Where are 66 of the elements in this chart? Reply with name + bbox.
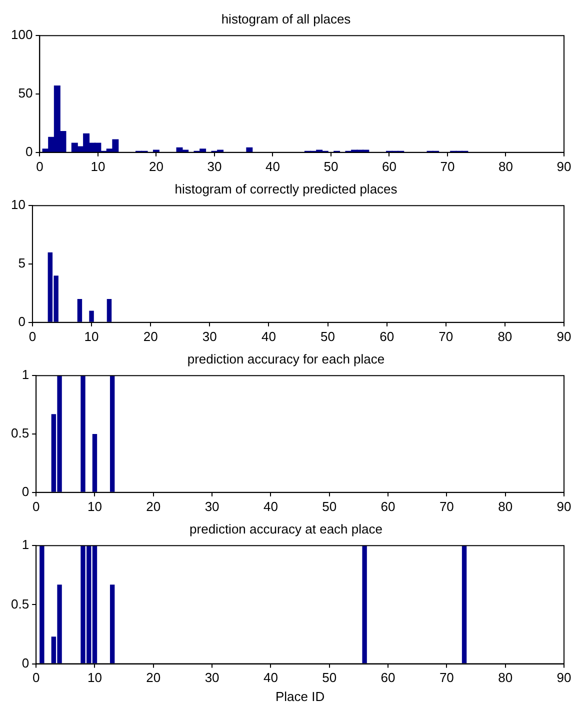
x-tick-label: 50 [320, 328, 335, 344]
x-tick-label: 10 [84, 328, 99, 344]
y-tick-label: 10 [10, 197, 26, 212]
x-tick-label: 30 [204, 498, 220, 514]
x-tick-label: 80 [498, 670, 513, 686]
y-tick-label: 0 [18, 314, 26, 329]
x-tick-label: 70 [438, 328, 454, 344]
x-tick-label: 10 [87, 498, 102, 514]
x-tick-label: 20 [148, 158, 164, 174]
y-tick-label: 0.5 [10, 596, 30, 612]
chart-title: prediction accuracy for each place [187, 351, 385, 366]
y-tick-label: 1 [22, 537, 30, 552]
x-tick-label: 0 [36, 158, 44, 174]
x-tick-label: 50 [322, 670, 337, 686]
x-tick-label: 30 [207, 158, 222, 174]
x-tick-label: 40 [265, 158, 280, 174]
x-tick-label: 30 [204, 670, 220, 686]
bar [110, 376, 115, 492]
x-tick-label: 20 [146, 498, 161, 514]
x-tick-label: 40 [263, 498, 278, 514]
x-tick-label: 60 [380, 328, 394, 344]
y-tick-label: 50 [18, 86, 33, 101]
bar [80, 376, 86, 492]
x-tick-label: 70 [440, 158, 455, 174]
x-tick-label: 20 [143, 328, 158, 344]
x-tick-label: 70 [439, 498, 454, 514]
bar [246, 147, 253, 152]
x-tick-label: 40 [263, 670, 278, 686]
y-tick-label: 0 [22, 484, 30, 499]
bar [92, 434, 98, 492]
x-tick-label: 90 [556, 670, 572, 686]
y-tick-label: 0.5 [10, 426, 30, 441]
bar [106, 299, 112, 322]
y-tick-label: 100 [10, 27, 33, 42]
y-tick-label: 1 [22, 367, 30, 382]
x-tick-label: 30 [202, 328, 217, 344]
chart-title: histogram of correctly predicted places [174, 181, 398, 196]
x-tick-label: 60 [380, 670, 396, 686]
x-tick-label: 90 [556, 158, 572, 174]
chart-title: histogram of all places [221, 11, 352, 26]
x-tick-label: 10 [87, 670, 102, 686]
x-tick-label: 40 [261, 328, 276, 344]
x-axis-title: Place ID [275, 688, 325, 704]
bar [462, 546, 467, 664]
x-tick-label: 80 [498, 328, 512, 344]
x-tick-label: 50 [324, 158, 338, 174]
y-tick-label: 5 [18, 256, 26, 271]
x-tick-label: 60 [382, 158, 396, 174]
x-tick-label: 80 [498, 498, 513, 514]
x-tick-label: 60 [380, 498, 396, 514]
x-tick-label: 50 [322, 498, 337, 514]
x-tick-label: 10 [90, 158, 106, 174]
bar [110, 584, 115, 664]
bar [89, 310, 94, 322]
x-tick-label: 70 [439, 670, 454, 686]
y-tick-label: 0 [22, 655, 30, 670]
x-tick-label: 90 [556, 498, 572, 514]
bar [362, 546, 367, 664]
bar [152, 150, 160, 152]
bar [40, 546, 44, 664]
y-tick-label: 0 [25, 144, 33, 159]
chart-title: prediction accuracy at each place [190, 521, 382, 536]
bar [77, 299, 82, 322]
x-tick-label: 20 [146, 670, 161, 686]
x-tick-label: 80 [498, 158, 513, 174]
x-tick-label: 90 [556, 328, 572, 344]
